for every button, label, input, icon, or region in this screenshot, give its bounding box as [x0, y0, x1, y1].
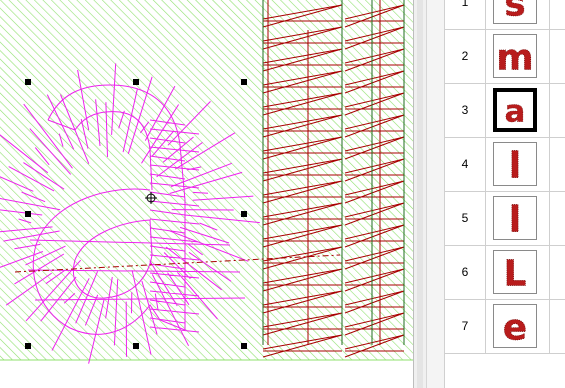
crosshair-circle-icon[interactable] — [145, 192, 157, 204]
object-number: 3 — [445, 84, 486, 137]
object-thumbnail-s[interactable]: s — [493, 0, 537, 24]
object-thumbnail-a[interactable]: a — [493, 88, 537, 132]
column-separator — [549, 30, 550, 83]
column-separator — [549, 0, 550, 29]
thumb-glyph: l — [509, 200, 521, 239]
list-gutter — [427, 0, 445, 388]
object-thumbnail-e[interactable]: e — [493, 304, 537, 348]
column-separator — [549, 300, 550, 353]
selection-handles[interactable] — [25, 79, 247, 349]
object-number: 4 — [445, 138, 486, 191]
object-thumbnail-l[interactable]: l — [493, 196, 537, 240]
object-number: 7 — [445, 300, 486, 353]
square-handle-icon[interactable] — [241, 211, 247, 217]
thumb-glyph: l — [509, 146, 521, 185]
object-number: 5 — [445, 192, 486, 245]
panel-splitter[interactable] — [413, 0, 427, 388]
object-thumbnail-L[interactable]: L — [493, 250, 537, 294]
object-thumbnail-m[interactable]: m — [493, 34, 537, 78]
thumb-glyph: s — [504, 0, 525, 23]
object-number: 1 — [445, 0, 486, 29]
object-number: 6 — [445, 246, 486, 299]
design-canvas[interactable] — [0, 0, 413, 388]
object-number: 2 — [445, 30, 486, 83]
splitter-handle[interactable] — [417, 0, 423, 388]
object-thumbnail-l[interactable]: l — [493, 142, 537, 186]
square-handle-icon[interactable] — [241, 343, 247, 349]
square-handle-icon[interactable] — [133, 343, 139, 349]
column-separator — [549, 84, 550, 137]
square-handle-icon[interactable] — [25, 211, 31, 217]
square-handle-icon[interactable] — [241, 79, 247, 85]
running-stitch-lines — [262, 0, 405, 345]
column-separator — [549, 246, 550, 299]
thumb-glyph: a — [505, 95, 526, 128]
stitch-canvas-svg[interactable] — [0, 0, 413, 388]
column-separator — [549, 138, 550, 191]
column-separator — [549, 192, 550, 245]
square-handle-icon[interactable] — [25, 343, 31, 349]
thumb-glyph: e — [503, 308, 527, 347]
thumb-glyph: m — [496, 38, 533, 77]
letter-a-outline-stitches[interactable] — [0, 63, 260, 364]
square-handle-icon[interactable] — [133, 79, 139, 85]
travel-run-line — [14, 254, 341, 273]
thumb-glyph: L — [504, 254, 527, 293]
square-handle-icon[interactable] — [25, 79, 31, 85]
